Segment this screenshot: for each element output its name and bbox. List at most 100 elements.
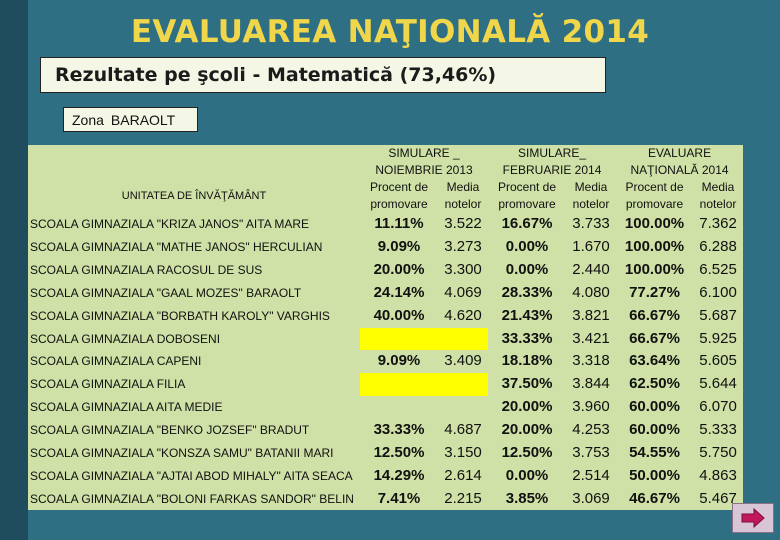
eval-average-cell: 6.525 [699,260,737,278]
sim-nov-pass-rate-cell: 40.00% [373,306,425,324]
sim-nov-average-cell: 4.687 [444,421,482,439]
eval-average-cell: 6.070 [699,398,737,416]
sim-nov-average-cell [438,373,489,397]
group-header-2-line2: FEBRUARIE 2014 [502,163,602,177]
sim-nov-pass-rate-cell: 33.33% [373,421,425,439]
sim-nov-pass-rate-cell: 11.11% [374,215,424,232]
subtitle-text: Rezultate pe şcoli - Matematică (73,46%) [55,64,497,86]
eval-pass-rate-cell: 100.00% [624,215,685,232]
sim-feb-pass-rate-cell: 21.43% [501,306,553,324]
sim-nov-average-cell: 2.215 [444,489,482,507]
sim-feb-average-cell: 4.253 [572,421,610,439]
sim-feb-pass-rate-cell: 28.33% [501,283,553,301]
sub-header-5-line2: promovare [625,197,684,211]
group-header-row-2: NOIEMBRIE 2013 FEBRUARIE 2014 NAŢIONALĂ … [28,162,743,179]
school-name: SCOALA GIMNAZIALA "AJTAI ABOD MIHALY" AI… [30,468,353,483]
sim-nov-average-cell: 3.273 [444,237,482,255]
school-name: SCOALA GIMNAZIALA "KONSZA SAMU" BATANII … [30,446,334,461]
table-row: SCOALA GIMNAZIALA "KONSZA SAMU" BATANII … [28,442,743,465]
eval-average-cell: 5.687 [699,306,737,324]
group-header-row-1: SIMULARE _ SIMULARE_ EVALUARE [28,145,743,162]
sim-feb-pass-rate-cell: 20.00% [501,398,553,416]
eval-pass-rate-cell: 54.55% [629,444,680,462]
eval-average-cell: 6.288 [699,237,737,255]
sim-nov-average-cell: 4.069 [444,283,482,301]
eval-pass-rate-cell: 100.00% [624,260,685,278]
sim-feb-pass-rate-cell: 0.00% [505,466,549,484]
sim-feb-pass-rate-cell: 37.50% [501,375,553,393]
sim-nov-pass-rate-cell [360,327,438,351]
eval-pass-rate-cell: 46.67% [629,489,680,507]
sub-header-row-2: promovare notelor promovare notelor prom… [28,196,743,213]
eval-average-cell: 5.333 [699,421,737,439]
sim-nov-average-cell: 4.620 [444,306,482,324]
table-row: SCOALA GIMNAZIALA AITA MEDIE 20.00% 3.960 6… [28,396,743,419]
sub-header-3-line2: promovare [498,197,556,211]
sim-nov-pass-rate-cell [360,373,438,397]
table-row: SCOALA GIMNAZIALA "MATHE JANOS" HERCULIA… [28,236,743,259]
sub-header-5-line1: Procent de [625,180,684,194]
sub-header-4-line1: Media [574,180,608,194]
zone-label: Zona [72,111,104,128]
table-row: SCOALA GIMNAZIALA "KRIZA JANOS" AITA MAR… [28,213,743,236]
school-name: SCOALA GIMNAZIALA "GAAL MOZES" BARAOLT [30,285,302,300]
sim-nov-pass-rate-cell [360,396,438,419]
sim-nov-average-cell [438,327,489,351]
eval-pass-rate-cell: 50.00% [629,466,680,484]
table-row: SCOALA GIMNAZIALA "GAAL MOZES" BARAOLT 24… [28,282,743,305]
sim-feb-pass-rate-cell: 16.67% [501,215,553,232]
zone-box: Zona BARAOLT [63,107,198,132]
sim-nov-average-cell: 3.522 [444,215,482,232]
page-title: EVALUAREA NAŢIONALĂ 2014 [130,14,650,50]
group-header-1-line1: SIMULARE _ [388,146,460,160]
sub-header-1-line1: Procent de [369,180,429,194]
sim-feb-average-cell: 4.080 [572,283,610,301]
eval-average-cell: 5.467 [699,489,737,507]
sim-feb-pass-rate-cell: 0.00% [505,237,549,255]
next-slide-button[interactable] [732,503,774,533]
sim-nov-average-cell: 3.300 [444,260,482,278]
results-table: SIMULARE _ SIMULARE_ EVALUARE NOIEMBRIE … [28,145,743,511]
sim-feb-pass-rate-cell: 12.50% [501,444,553,462]
eval-average-cell: 5.750 [699,444,737,462]
table-row: SCOALA GIMNAZIALA "AJTAI ABOD MIHALY" AI… [28,465,743,488]
sim-feb-average-cell: 3.069 [572,489,610,507]
sim-feb-average-cell: 2.440 [572,260,610,278]
sub-header-6-line2: notelor [699,197,737,211]
table-row: SCOALA GIMNAZIALA "BORBATH KAROLY" VARGH… [28,305,743,328]
sim-feb-average-cell: 3.733 [572,215,610,232]
table-row: SCOALA GIMNAZIALA "BENKO JOZSEF" BRADUT 3… [28,419,743,442]
header-blank [28,162,360,179]
group-header-1-line2: NOIEMBRIE 2013 [375,163,473,177]
school-name: SCOALA GIMNAZIALA "BORBATH KAROLY" VARGH… [30,308,330,323]
school-name: SCOALA GIMNAZIALA FILIA [30,377,186,392]
sim-nov-pass-rate-cell: 20.00% [373,260,425,278]
results-table-container: SIMULARE _ SIMULARE_ EVALUARE NOIEMBRIE … [28,145,743,510]
eval-pass-rate-cell: 60.00% [629,398,680,416]
eval-pass-rate-cell: 62.50% [629,375,680,393]
sim-nov-average-cell: 2.614 [444,466,482,484]
sim-feb-average-cell: 2.514 [572,466,610,484]
eval-average-cell: 5.925 [699,329,737,347]
group-header-3-line2: NAŢIONALĂ 2014 [630,163,729,177]
sub-header-2-line1: Media [446,180,480,194]
sim-feb-average-cell: 3.844 [572,375,610,393]
sim-feb-average-cell: 3.960 [572,398,610,416]
eval-pass-rate-cell: 60.00% [629,421,680,439]
eval-average-cell: 5.605 [699,352,737,370]
school-name: SCOALA GIMNAZIALA "KRIZA JANOS" AITA MAR… [30,217,310,231]
sim-feb-pass-rate-cell: 3.85% [505,489,549,507]
eval-average-cell: 6.100 [699,283,737,301]
table-row: SCOALA GIMNAZIALA CAPENI 9.09% 3.409 18.18%… [28,350,743,373]
eval-pass-rate-cell: 66.67% [629,306,680,324]
sim-feb-pass-rate-cell: 20.00% [501,421,553,439]
sim-feb-pass-rate-cell: 0.00% [505,260,549,278]
sim-nov-average-cell: 3.150 [444,444,482,462]
sim-feb-average-cell: 1.670 [572,237,610,255]
eval-average-cell: 4.863 [699,466,737,484]
school-name: SCOALA GIMNAZIALA "BOLONI FARKAS SANDOR"… [30,491,354,506]
sim-nov-pass-rate-cell: 9.09% [377,237,421,255]
eval-pass-rate-cell: 66.67% [629,329,680,347]
sim-feb-average-cell: 3.821 [572,306,610,324]
table-row: SCOALA GIMNAZIALA "BOLONI FARKAS SANDOR"… [28,488,743,511]
